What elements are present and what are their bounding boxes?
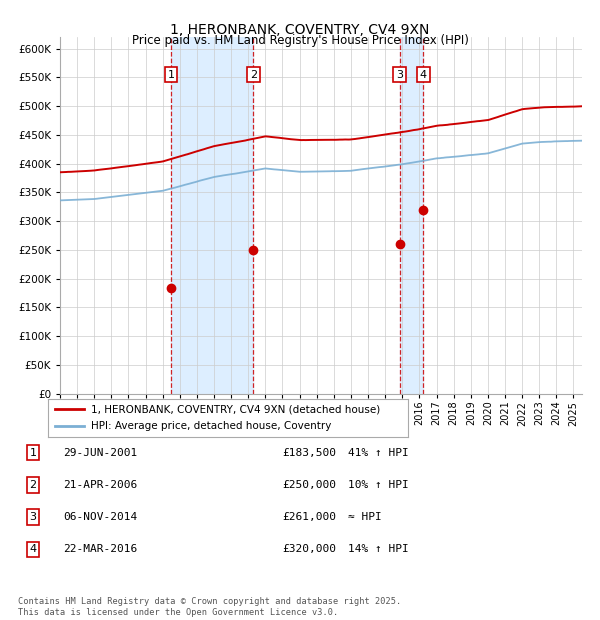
Text: 41% ↑ HPI: 41% ↑ HPI bbox=[348, 448, 409, 458]
Text: £261,000: £261,000 bbox=[282, 512, 336, 522]
Text: Price paid vs. HM Land Registry's House Price Index (HPI): Price paid vs. HM Land Registry's House … bbox=[131, 34, 469, 47]
Text: ≈ HPI: ≈ HPI bbox=[348, 512, 382, 522]
Text: 4: 4 bbox=[29, 544, 37, 554]
Text: 4: 4 bbox=[420, 69, 427, 79]
Text: HPI: Average price, detached house, Coventry: HPI: Average price, detached house, Cove… bbox=[91, 422, 332, 432]
Text: 3: 3 bbox=[29, 512, 37, 522]
Bar bbox=[400, 37, 424, 394]
Text: 1, HERONBANK, COVENTRY, CV4 9XN: 1, HERONBANK, COVENTRY, CV4 9XN bbox=[170, 23, 430, 37]
Text: £320,000: £320,000 bbox=[282, 544, 336, 554]
Text: £250,000: £250,000 bbox=[282, 480, 336, 490]
Text: 1, HERONBANK, COVENTRY, CV4 9XN (detached house): 1, HERONBANK, COVENTRY, CV4 9XN (detache… bbox=[91, 404, 380, 414]
Text: 29-JUN-2001: 29-JUN-2001 bbox=[63, 448, 137, 458]
Text: 1: 1 bbox=[29, 448, 37, 458]
Bar bbox=[171, 37, 253, 394]
Text: 14% ↑ HPI: 14% ↑ HPI bbox=[348, 544, 409, 554]
Text: 06-NOV-2014: 06-NOV-2014 bbox=[63, 512, 137, 522]
Text: 2: 2 bbox=[29, 480, 37, 490]
Text: 21-APR-2006: 21-APR-2006 bbox=[63, 480, 137, 490]
Text: 1: 1 bbox=[167, 69, 175, 79]
Text: £183,500: £183,500 bbox=[282, 448, 336, 458]
Text: 3: 3 bbox=[396, 69, 403, 79]
Text: 10% ↑ HPI: 10% ↑ HPI bbox=[348, 480, 409, 490]
Text: Contains HM Land Registry data © Crown copyright and database right 2025.
This d: Contains HM Land Registry data © Crown c… bbox=[18, 598, 401, 617]
Text: 2: 2 bbox=[250, 69, 257, 79]
Text: 22-MAR-2016: 22-MAR-2016 bbox=[63, 544, 137, 554]
